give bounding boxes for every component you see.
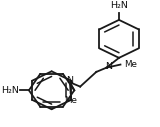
Text: Me: Me	[124, 60, 137, 69]
Text: H₂N: H₂N	[110, 1, 128, 10]
Text: N: N	[105, 62, 112, 71]
Text: Me: Me	[64, 96, 77, 105]
Text: N: N	[66, 76, 73, 85]
Text: H₂N: H₂N	[1, 86, 19, 95]
